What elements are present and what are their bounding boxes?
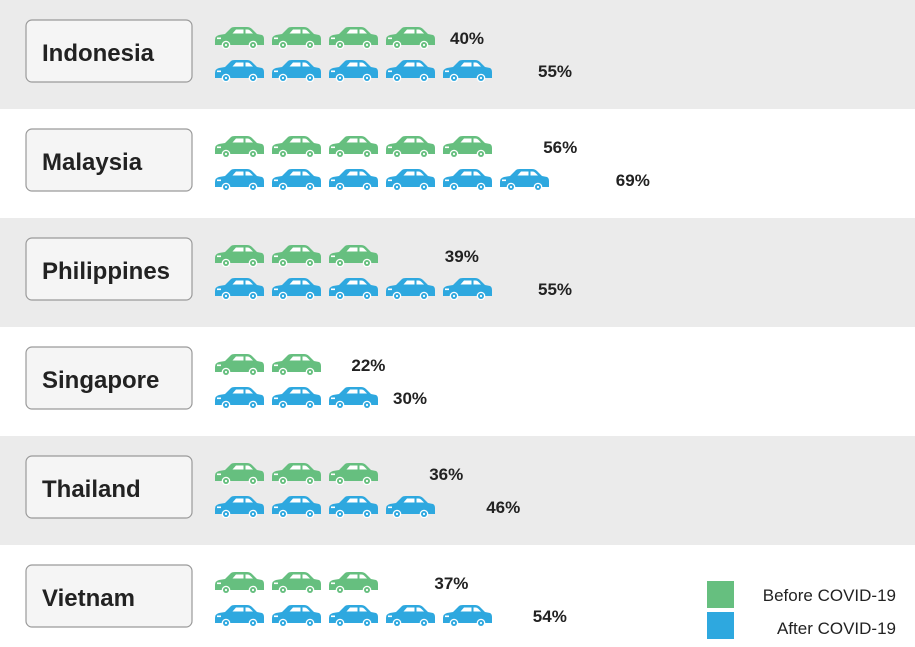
country-label-box [25, 564, 193, 628]
car-icon-before [443, 136, 492, 158]
country-label: Singapore [42, 367, 159, 394]
car-icon-after [443, 605, 492, 627]
legend-label-after: After COVID-19 [777, 619, 896, 638]
legend: Before COVID-19 After COVID-19 [707, 581, 896, 639]
value-label-after: 69% [616, 171, 650, 190]
country-label: Indonesia [42, 40, 155, 67]
value-label-before: 39% [445, 247, 479, 266]
country-label: Vietnam [42, 585, 135, 612]
car-icon-before [215, 354, 264, 376]
value-label-before: 22% [351, 356, 385, 375]
car-icon-after [443, 169, 492, 191]
car-icon-after [329, 605, 378, 627]
car-icon-before [386, 572, 421, 594]
car-icon-after [386, 169, 435, 191]
country-row: Vietnam 37% 54% [25, 564, 567, 628]
country-label: Malaysia [42, 149, 143, 176]
car-icon-after [215, 169, 264, 191]
country-row: Philippines 39% 55% [25, 237, 572, 301]
country-label-box [25, 237, 193, 301]
value-label-after: 54% [533, 607, 567, 626]
country-label-box [25, 19, 193, 83]
car-icon-before [386, 136, 435, 158]
value-label-before: 40% [450, 29, 484, 48]
car-icon-before [215, 572, 264, 594]
country-label-box [25, 128, 193, 192]
legend-swatch-before [707, 581, 734, 608]
country-label-box [25, 346, 193, 410]
value-label-before: 37% [434, 574, 468, 593]
car-icon-before [272, 136, 321, 158]
value-label-after: 46% [486, 498, 520, 517]
car-icon-after [215, 387, 264, 409]
country-label: Philippines [42, 258, 170, 285]
row-bands [0, 0, 915, 545]
value-label-after: 55% [538, 62, 572, 81]
value-label-before: 56% [543, 138, 577, 157]
legend-label-before: Before COVID-19 [763, 586, 896, 605]
car-icon-after [500, 169, 549, 191]
car-icon-after [272, 605, 321, 627]
value-label-before: 36% [429, 465, 463, 484]
car-icon-before [329, 136, 378, 158]
value-label-after: 30% [393, 389, 427, 408]
car-icon-after [215, 605, 264, 627]
legend-swatch-after [707, 612, 734, 639]
country-row: Singapore 22% 30% [25, 346, 427, 410]
country-rows: Indonesia 40% 55% Malaysia 56% 69% Philippines… [25, 19, 650, 628]
country-row: Malaysia 56% 69% [25, 128, 650, 192]
car-icon-after [272, 387, 321, 409]
value-label-after: 55% [538, 280, 572, 299]
country-label-box [25, 455, 193, 519]
car-icon-after [329, 169, 378, 191]
car-icon-after [329, 387, 378, 409]
car-icon-after [557, 169, 602, 191]
car-icon-after [386, 605, 435, 627]
car-icon-after [272, 169, 321, 191]
car-icon-before [215, 136, 264, 158]
car-icon-before [500, 136, 530, 158]
country-row: Thailand 36% 46% [25, 455, 520, 519]
car-icon-before [272, 572, 321, 594]
car-icon-before [329, 572, 378, 594]
car-icon-before [272, 354, 321, 376]
country-row: Indonesia 40% 55% [25, 19, 572, 83]
country-label: Thailand [42, 476, 141, 503]
